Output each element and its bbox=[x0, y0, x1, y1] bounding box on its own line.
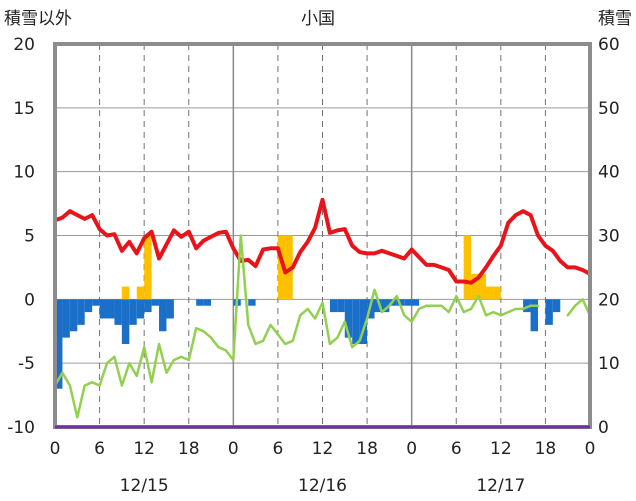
right-tick-label: 10 bbox=[598, 354, 620, 374]
right-tick-label: 20 bbox=[598, 290, 620, 310]
left-tick-label: 0 bbox=[24, 290, 35, 310]
bar-blue bbox=[166, 299, 174, 319]
right-tick-label: 60 bbox=[598, 35, 620, 55]
x-tick-label: 18 bbox=[535, 439, 557, 459]
bar-blue bbox=[404, 299, 412, 306]
bar-orange bbox=[485, 286, 494, 300]
bar-blue bbox=[84, 299, 93, 313]
date-label: 12/15 bbox=[120, 476, 169, 496]
bar-blue bbox=[337, 299, 345, 313]
bar-orange bbox=[285, 235, 293, 300]
bar-blue bbox=[121, 299, 130, 345]
bar-blue bbox=[62, 299, 70, 338]
bar-blue bbox=[203, 299, 212, 306]
left-axis-label: 積雪以外 bbox=[4, 9, 72, 29]
x-tick-label: 6 bbox=[94, 439, 105, 459]
bar-orange bbox=[493, 286, 501, 300]
bar-blue bbox=[411, 299, 420, 306]
bar-blue bbox=[552, 299, 561, 313]
bar-blue bbox=[359, 299, 368, 345]
bar-blue bbox=[530, 299, 538, 332]
x-tick-label: 0 bbox=[585, 439, 596, 459]
bar-blue bbox=[329, 299, 338, 313]
bar-blue bbox=[523, 299, 531, 313]
right-tick-label: 0 bbox=[598, 418, 609, 438]
plot-frame bbox=[53, 42, 592, 429]
lines bbox=[53, 197, 592, 419]
bar-blue bbox=[129, 299, 137, 325]
bar-orange bbox=[144, 235, 152, 300]
right-tick-label: 40 bbox=[598, 163, 620, 183]
x-tick-label: 12 bbox=[312, 439, 334, 459]
bar-orange bbox=[463, 235, 472, 300]
left-tick-label: -10 bbox=[7, 418, 35, 438]
bar-blue bbox=[545, 299, 553, 325]
bar-blue bbox=[69, 299, 78, 332]
left-tick-label: 5 bbox=[24, 227, 35, 247]
x-tick-label: 0 bbox=[50, 439, 61, 459]
bar-orange bbox=[277, 235, 286, 300]
bar-blue bbox=[248, 299, 256, 306]
bar-blue bbox=[374, 299, 382, 313]
bar-blue bbox=[92, 299, 100, 306]
bar-blue bbox=[344, 299, 353, 338]
left-tick-label: -5 bbox=[18, 354, 35, 374]
left-tick-label: 15 bbox=[13, 99, 35, 119]
x-tick-label: 0 bbox=[228, 439, 239, 459]
bar-blue bbox=[136, 299, 145, 319]
line-green bbox=[53, 234, 592, 419]
left-tick-label: 10 bbox=[13, 163, 35, 183]
x-tick-label: 0 bbox=[406, 439, 417, 459]
x-tick-label: 18 bbox=[356, 439, 378, 459]
right-tick-label: 50 bbox=[598, 99, 620, 119]
grid bbox=[55, 44, 590, 427]
x-tick-label: 12 bbox=[490, 439, 512, 459]
x-tick-label: 12 bbox=[133, 439, 155, 459]
line-red bbox=[53, 197, 592, 285]
bar-orange bbox=[471, 273, 479, 300]
x-tick-label: 6 bbox=[451, 439, 462, 459]
bar-blue bbox=[55, 299, 63, 389]
bar-blue bbox=[352, 299, 360, 345]
x-tick-label: 6 bbox=[273, 439, 284, 459]
left-tick-label: 20 bbox=[13, 35, 35, 55]
bar-orange bbox=[136, 286, 145, 300]
bar-blue bbox=[77, 299, 85, 325]
bar-blue bbox=[151, 299, 160, 306]
chart-title: 小国 bbox=[301, 9, 335, 29]
bar-blue bbox=[159, 299, 167, 332]
bar-blue bbox=[114, 299, 122, 325]
bar-blue bbox=[381, 299, 390, 313]
bar-orange bbox=[121, 286, 130, 300]
date-label: 12/17 bbox=[476, 476, 525, 496]
bar-blue bbox=[107, 299, 115, 319]
bar-orange bbox=[478, 273, 486, 300]
bar-blue bbox=[196, 299, 204, 306]
bar-blue bbox=[144, 299, 152, 313]
right-axis-label: 積雪 bbox=[598, 9, 632, 29]
date-label: 12/16 bbox=[298, 476, 347, 496]
x-tick-label: 18 bbox=[178, 439, 200, 459]
right-tick-label: 30 bbox=[598, 227, 620, 247]
bar-blue bbox=[99, 299, 108, 319]
